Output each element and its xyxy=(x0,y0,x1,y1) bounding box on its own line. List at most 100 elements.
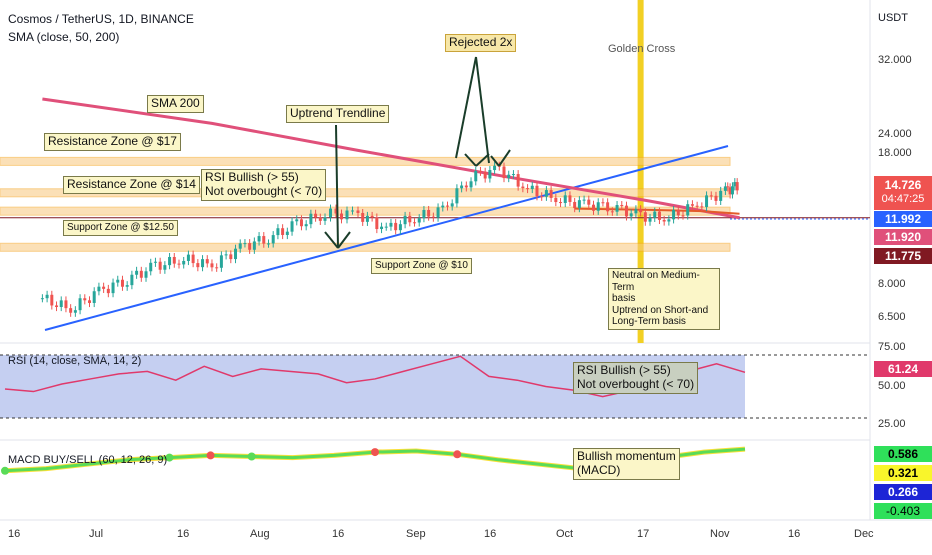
candle-body xyxy=(587,199,591,205)
x-tick-label: Dec xyxy=(854,528,874,540)
last-price: 14.726 xyxy=(884,178,922,192)
candle-body xyxy=(340,213,344,220)
candle-body xyxy=(445,205,449,207)
blue-price-box: 11.992 xyxy=(874,211,932,227)
macd-box-line2: (MACD) xyxy=(577,462,621,477)
candle-body xyxy=(252,241,256,250)
golden-cross-band xyxy=(637,0,644,343)
candle-body xyxy=(521,186,525,189)
candle-body xyxy=(40,298,44,300)
candle-body xyxy=(365,215,369,222)
candle-body xyxy=(526,188,530,190)
rsi-box-line2: Not overbought (< 70) xyxy=(577,376,695,391)
candle-body xyxy=(615,205,619,212)
candle-body xyxy=(224,254,228,256)
candle-body xyxy=(380,226,384,230)
sma200-note: SMA 200 xyxy=(147,95,204,113)
candle-body xyxy=(229,254,233,260)
x-tick-label: Nov xyxy=(710,528,730,540)
candle-body xyxy=(285,231,289,235)
candle-body xyxy=(728,187,732,195)
candle-body xyxy=(219,255,223,268)
candle-body xyxy=(182,260,186,265)
candle-body xyxy=(384,226,388,228)
candle-countdown: 04:47:25 xyxy=(881,193,925,205)
neutral-line3: Uptrend on Short-and xyxy=(612,304,709,316)
candle-body xyxy=(78,298,82,311)
annotation-arrow xyxy=(335,124,339,249)
trend-summary-note: Neutral on Medium-Term basis Uptrend on … xyxy=(608,268,720,330)
candle-body xyxy=(483,171,487,179)
price-tick: 18.000 xyxy=(878,147,912,159)
uptrend-line xyxy=(44,145,729,331)
candle-body xyxy=(549,190,553,198)
annotation-arrow xyxy=(455,56,477,159)
macd-value-2: 0.321 xyxy=(874,465,932,481)
candle-body xyxy=(130,274,134,286)
candle-body xyxy=(125,285,129,287)
candle-body xyxy=(610,211,614,213)
candle-body xyxy=(488,170,492,179)
candle-body xyxy=(238,243,242,249)
candle-body xyxy=(361,212,365,222)
candle-body xyxy=(559,202,563,204)
candle-body xyxy=(345,210,349,220)
annotation-arrow xyxy=(337,231,351,249)
candle-body xyxy=(111,282,115,294)
candle-body xyxy=(695,205,699,207)
candle-body xyxy=(106,288,110,294)
candle-body xyxy=(403,215,407,225)
candle-body xyxy=(511,174,515,176)
candle-body xyxy=(304,224,308,227)
candle-body xyxy=(309,213,313,225)
annotation-arrow xyxy=(475,56,490,164)
macd-box-note: Bullish momentum (MACD) xyxy=(573,448,680,480)
candle-body xyxy=(544,190,548,197)
candle-body xyxy=(686,204,690,216)
candle-body xyxy=(690,204,694,206)
zone-band xyxy=(0,206,731,216)
candle-body xyxy=(493,165,497,171)
candle-body xyxy=(210,263,214,268)
x-tick-label: Aug xyxy=(250,528,270,540)
candle-body xyxy=(733,182,737,187)
candle-body xyxy=(672,209,676,220)
candle-body xyxy=(643,212,647,222)
x-tick-label: 16 xyxy=(8,528,21,540)
resistance17-note: Resistance Zone @ $17 xyxy=(44,133,181,151)
candle-body xyxy=(601,202,605,204)
candle-body xyxy=(158,261,162,270)
candle-body xyxy=(507,174,511,179)
candle-body xyxy=(676,209,680,216)
resistance14-note: Resistance Zone @ $14 xyxy=(63,176,200,194)
currency-label: USDT xyxy=(878,12,908,24)
candle-body xyxy=(730,186,734,195)
candle-body xyxy=(120,279,124,287)
candle-body xyxy=(356,210,360,213)
candle-body xyxy=(201,259,205,268)
x-tick-label: Oct xyxy=(556,528,574,540)
macd-cross-dot xyxy=(1,466,9,475)
candle-body xyxy=(634,209,638,214)
candle-body xyxy=(735,182,739,191)
support125-note: Support Zone @ $12.50 xyxy=(63,220,178,236)
candle-body xyxy=(262,236,266,244)
candle-body xyxy=(323,217,327,221)
candle-body xyxy=(398,224,402,231)
candle-body xyxy=(723,186,727,191)
candle-body xyxy=(582,199,586,201)
candle-body xyxy=(705,195,709,208)
x-tick-label: 16 xyxy=(484,528,497,540)
rsi-tick: 50.00 xyxy=(878,380,906,392)
rejected-note: Rejected 2x xyxy=(445,34,517,52)
red-price-box: 11.920 xyxy=(874,229,932,245)
annotation-arrow xyxy=(490,155,500,167)
x-tick-label: Jul xyxy=(89,528,104,540)
candle-body xyxy=(271,235,275,244)
candle-body xyxy=(177,263,181,265)
candle-body xyxy=(502,166,506,179)
candle-body xyxy=(257,236,261,242)
annotation-arrow xyxy=(475,153,490,167)
